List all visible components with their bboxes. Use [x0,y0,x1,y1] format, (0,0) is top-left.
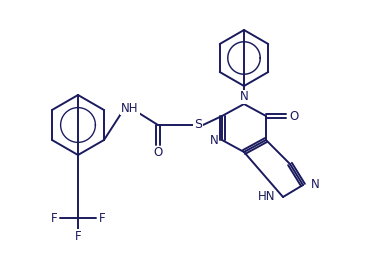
Text: N: N [311,179,320,191]
Text: F: F [99,212,105,224]
Text: S: S [194,118,202,132]
Text: O: O [153,147,163,159]
Text: F: F [51,212,57,224]
Text: HN: HN [258,191,275,203]
Text: O: O [290,109,299,123]
Text: NH: NH [121,102,139,114]
Text: F: F [75,230,81,242]
Text: N: N [210,133,219,147]
Text: N: N [240,91,249,103]
